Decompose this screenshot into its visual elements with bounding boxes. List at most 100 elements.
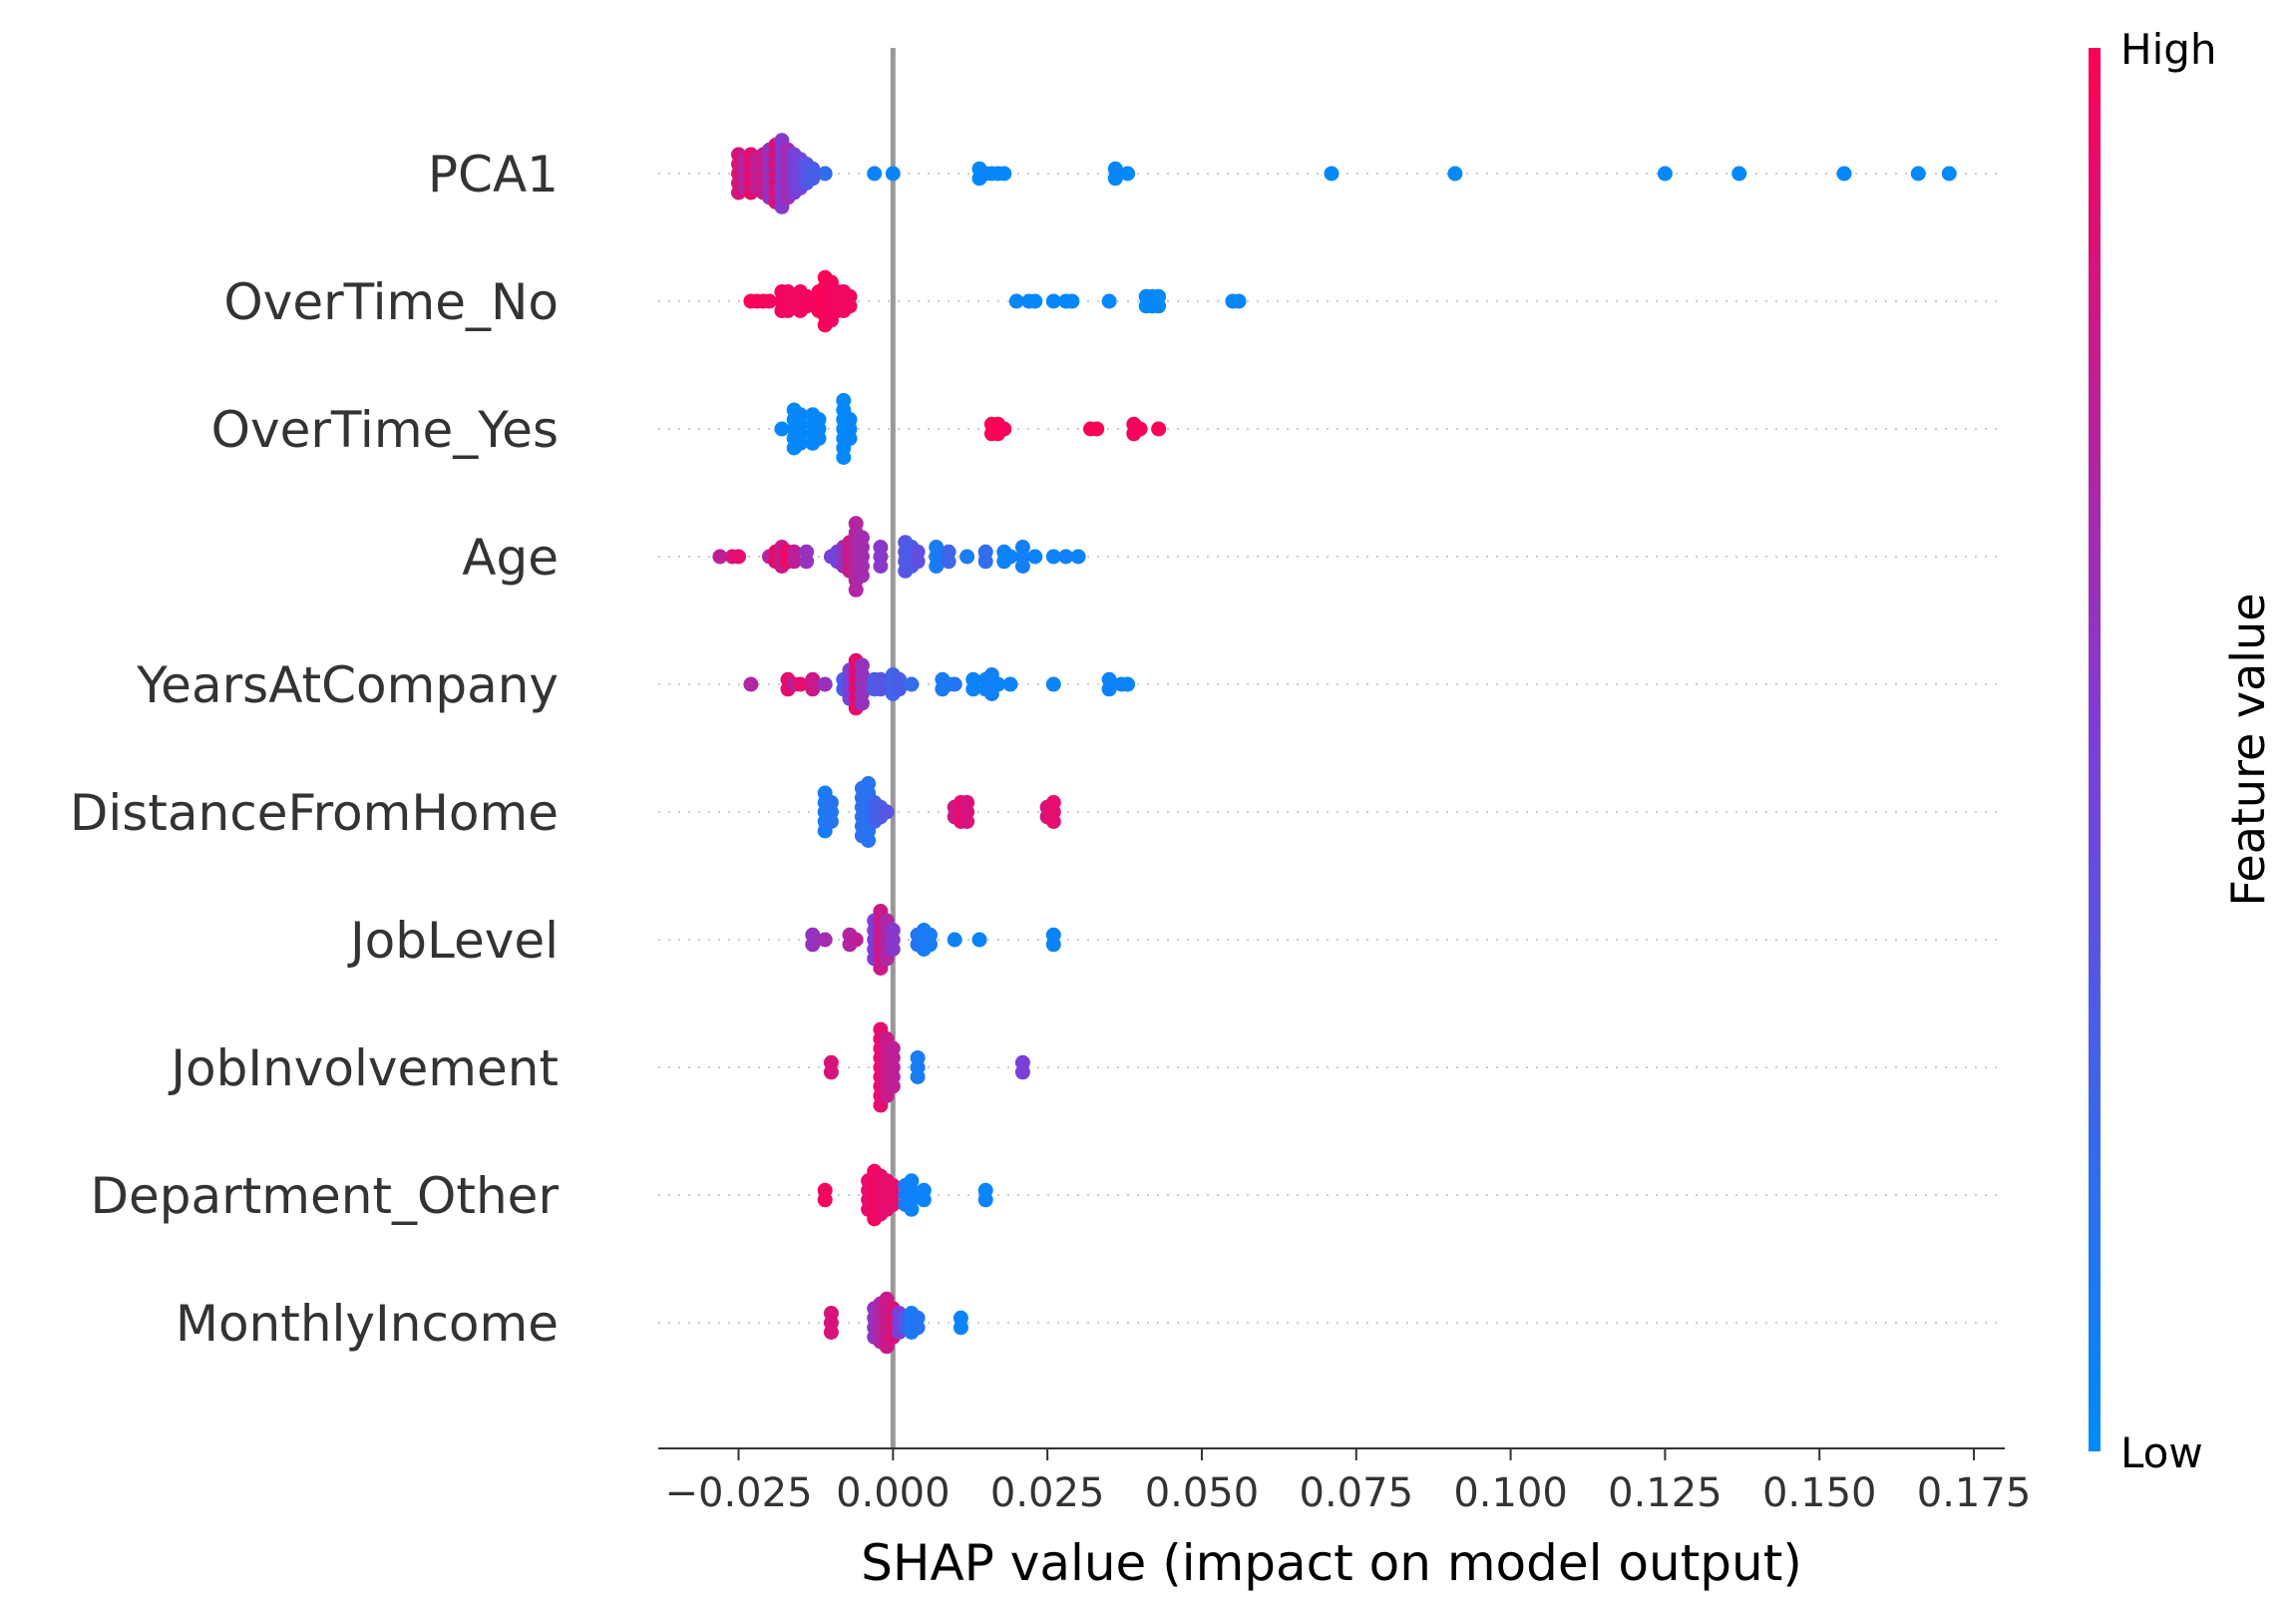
shap-point [923, 937, 938, 953]
shap-point [873, 559, 889, 574]
shap-point [811, 431, 827, 446]
shap-point [712, 549, 728, 565]
shap-point [965, 681, 981, 697]
shap-point [977, 554, 993, 570]
shap-point [1014, 559, 1030, 574]
shap-point [823, 1064, 839, 1080]
shap-point [873, 681, 889, 697]
x-tick-label: −0.025 [664, 1470, 812, 1516]
feature-label: OverTime_No [223, 273, 559, 331]
shap-point [1002, 676, 1018, 692]
shap-point [1447, 166, 1463, 182]
shap-point [1064, 293, 1080, 309]
feature-label: MonthlyIncome [176, 1295, 559, 1353]
shap-point [861, 833, 877, 848]
shap-point [1027, 549, 1043, 565]
shap-point [1910, 166, 1926, 182]
shap-point [774, 421, 790, 437]
colorbar: High Low Feature value [2089, 25, 2275, 1477]
shap-point [885, 942, 901, 957]
shap-point [971, 932, 987, 948]
shap-point [1070, 549, 1086, 565]
shap-point [941, 554, 957, 570]
shap-point [1120, 166, 1136, 182]
shap-point [792, 435, 808, 451]
shap-point [1002, 549, 1018, 565]
shap-point [892, 681, 907, 697]
shap-point [817, 932, 833, 948]
x-ticks: −0.025 0.000 0.025 0.050 0.075 0.100 0.125 0.15… [664, 1448, 2031, 1516]
shap-point [1151, 421, 1167, 437]
shap-point [1014, 1064, 1030, 1080]
shap-point [885, 1078, 901, 1094]
shap-point [743, 676, 759, 692]
shap-point [792, 676, 808, 692]
shap-point [959, 814, 975, 829]
shap-point [947, 932, 962, 948]
shap-point [1231, 293, 1247, 309]
x-axis: −0.025 0.000 0.025 0.050 0.075 0.100 0.125 0.15… [658, 1447, 2031, 1592]
shap-point [1731, 166, 1747, 182]
shap-point [1045, 549, 1061, 565]
shap-point [910, 1320, 926, 1336]
feature-label: JobLevel [347, 912, 559, 970]
shap-point [1132, 421, 1148, 437]
x-tick-label: 0.125 [1608, 1470, 1722, 1516]
shap-point [1101, 681, 1117, 697]
shap-point [1045, 293, 1061, 309]
shap-point [910, 554, 926, 570]
shap-point [854, 568, 870, 584]
x-tick-label: 0.175 [1917, 1470, 2032, 1516]
shap-point [1941, 166, 1957, 182]
shap-point [823, 1325, 839, 1340]
shap-point [1324, 166, 1339, 182]
shap-point [947, 676, 962, 692]
shap-point [1089, 421, 1105, 437]
shap-point [990, 676, 1006, 692]
shap-point [916, 1192, 932, 1208]
shap-point [799, 298, 815, 314]
feature-label: JobInvolvement [168, 1039, 559, 1097]
shap-point [996, 421, 1012, 437]
shap-point [848, 582, 864, 598]
shap-point [842, 298, 858, 314]
shap-point [786, 554, 802, 570]
shap-point [885, 1197, 901, 1212]
shap-point [867, 166, 883, 182]
shap-point [1008, 293, 1024, 309]
colorbar-title: Feature value [2221, 593, 2275, 906]
x-tick-label: 0.075 [1300, 1470, 1414, 1516]
shap-point [910, 1069, 926, 1084]
shap-point [885, 166, 901, 182]
feature-label: YearsAtCompany [136, 656, 559, 714]
colorbar-gradient [2089, 48, 2101, 1451]
x-tick-label: 0.025 [990, 1470, 1105, 1516]
feature-label: PCA1 [428, 146, 559, 203]
shap-point [848, 932, 864, 948]
feature-label: OverTime_Yes [211, 401, 559, 459]
shap-point [959, 549, 975, 565]
shap-point [799, 554, 815, 570]
colorbar-low-label: Low [2120, 1428, 2203, 1477]
x-tick-label: 0.100 [1453, 1470, 1568, 1516]
shap-point [1058, 549, 1074, 565]
shap-point [823, 814, 839, 829]
shap-point [1836, 166, 1852, 182]
shap-point [904, 676, 920, 692]
shap-point [817, 676, 833, 692]
shap-point [1107, 171, 1123, 187]
shap-point [805, 937, 821, 953]
shap-point [929, 559, 945, 574]
shap-point [1027, 293, 1043, 309]
x-tick-label: 0.050 [1145, 1470, 1260, 1516]
shap-point [817, 166, 833, 182]
x-tick-label: 0.150 [1762, 1470, 1877, 1516]
shap-point [1657, 166, 1673, 182]
feature-label: Age [462, 529, 559, 587]
shap-point [731, 549, 746, 565]
feature-label: Department_Other [90, 1167, 559, 1225]
shap-point [879, 804, 895, 820]
colorbar-high-label: High [2120, 25, 2217, 74]
x-axis-title: SHAP value (impact on model output) [861, 1534, 1802, 1592]
